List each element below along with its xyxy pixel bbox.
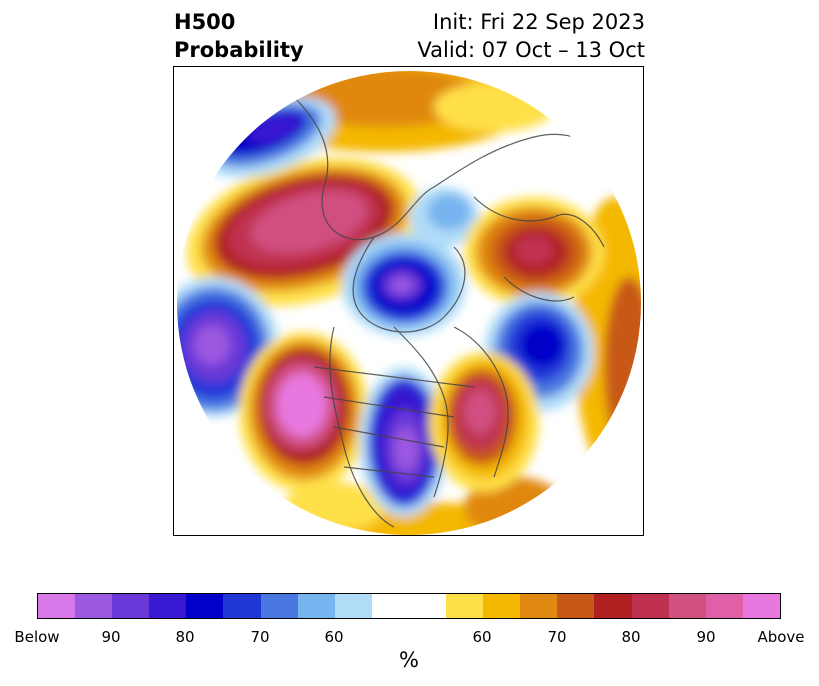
colorbar-segment <box>520 594 558 618</box>
colorbar-tick-label: 60 <box>472 628 492 646</box>
colorbar-tick-label: Above <box>757 628 805 646</box>
colorbar-tick-label: 80 <box>175 628 195 646</box>
valid-range: Valid: 07 Oct – 13 Oct <box>417 38 645 62</box>
colorbar-segment <box>631 594 669 618</box>
colorbar-segment <box>38 594 76 618</box>
colorbar-segment <box>483 594 521 618</box>
colorbar-segment <box>297 594 335 618</box>
colorbar-segment <box>557 594 595 618</box>
colorbar-tick-label: 60 <box>324 628 344 646</box>
colorbar <box>37 593 781 619</box>
colorbar-segment <box>446 594 484 618</box>
colorbar-segment <box>75 594 113 618</box>
colorbar-segment <box>223 594 261 618</box>
probability-map <box>177 71 641 535</box>
title-right: Init: Fri 22 Sep 2023 Valid: 07 Oct – 13… <box>417 8 645 64</box>
colorbar-segment <box>668 594 706 618</box>
colorbar-segment <box>742 594 780 618</box>
init-date: Init: Fri 22 Sep 2023 <box>432 10 645 34</box>
colorbar-segment <box>186 594 224 618</box>
colorbar-tick-label: 70 <box>250 628 270 646</box>
map-panel <box>173 66 644 536</box>
colorbar-tick-label: 90 <box>101 628 121 646</box>
colorbar-segment <box>334 594 372 618</box>
colorbar-segment <box>260 594 298 618</box>
title-variable: H500 <box>174 10 236 34</box>
colorbar-tick-label: 70 <box>547 628 567 646</box>
colorbar-tick-label: 80 <box>621 628 641 646</box>
colorbar-segment <box>371 594 447 618</box>
colorbar-segment <box>112 594 150 618</box>
colorbar-segment <box>594 594 632 618</box>
colorbar-tick-label: 90 <box>696 628 716 646</box>
title-field: Probability <box>174 38 304 62</box>
colorbar-tick-label: Below <box>14 628 60 646</box>
colorbar-unit: % <box>399 648 419 672</box>
colorbar-segment <box>149 594 187 618</box>
colorbar-segment <box>705 594 743 618</box>
title-left: H500 Probability <box>174 8 304 64</box>
